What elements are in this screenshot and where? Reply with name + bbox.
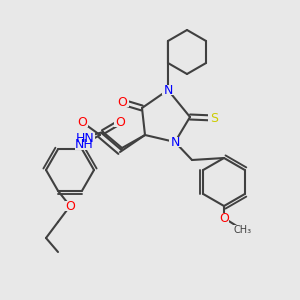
- Text: CH₃: CH₃: [234, 225, 252, 235]
- FancyBboxPatch shape: [75, 140, 93, 150]
- Text: O: O: [117, 95, 127, 109]
- Text: O: O: [65, 200, 75, 212]
- Text: N: N: [163, 83, 173, 97]
- Text: NH: NH: [75, 139, 93, 152]
- Text: O: O: [115, 116, 125, 128]
- FancyBboxPatch shape: [114, 117, 126, 127]
- FancyBboxPatch shape: [76, 117, 88, 127]
- FancyBboxPatch shape: [162, 85, 174, 95]
- FancyBboxPatch shape: [169, 137, 181, 147]
- FancyBboxPatch shape: [115, 97, 129, 107]
- FancyBboxPatch shape: [208, 113, 220, 123]
- Text: HN: HN: [76, 131, 94, 145]
- FancyBboxPatch shape: [65, 201, 75, 211]
- Text: O: O: [219, 212, 229, 224]
- Text: N: N: [170, 136, 180, 148]
- Text: S: S: [210, 112, 218, 124]
- FancyBboxPatch shape: [233, 225, 253, 235]
- FancyBboxPatch shape: [219, 213, 229, 223]
- Text: O: O: [77, 116, 87, 128]
- FancyBboxPatch shape: [75, 133, 95, 143]
